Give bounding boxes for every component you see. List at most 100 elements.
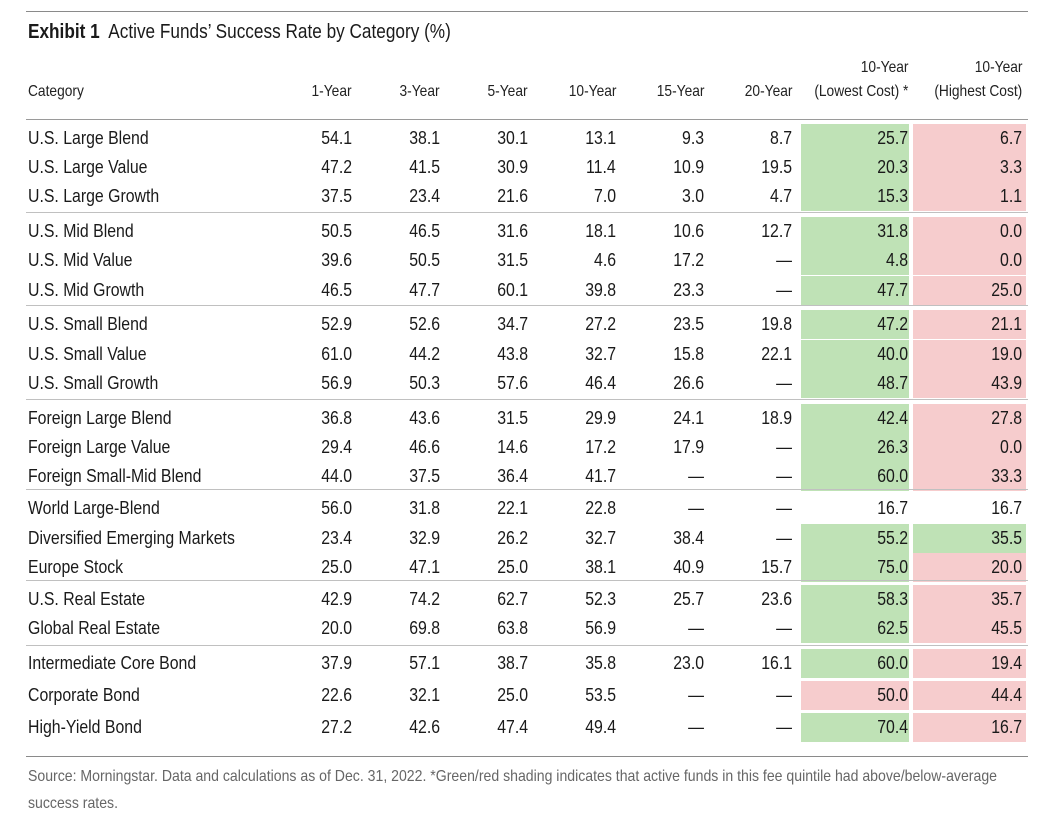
- row-value-text: 35.5: [991, 528, 1022, 548]
- shading-red-highest-cost: [913, 649, 1026, 678]
- column-header-7: (Lowest Cost) *: [748, 80, 908, 104]
- row-value-20-year: 12.7: [702, 218, 792, 244]
- row-category-text: Corporate Bond: [28, 685, 140, 705]
- shading-green-highest-cost: [913, 524, 1026, 553]
- row-category: U.S. Mid Value: [28, 247, 147, 273]
- shading-green-lowest-cost: [801, 649, 909, 678]
- column-header-6: 20-Year: [632, 80, 792, 104]
- row-value-20-year: 18.9: [702, 405, 792, 431]
- row-value--highest-cost-: 1.1: [932, 183, 1022, 209]
- row-value-text: 46.5: [409, 221, 440, 241]
- row-value-5-year: 43.8: [438, 341, 528, 367]
- row-value-text: 56.9: [321, 373, 352, 393]
- row-category: Foreign Large Value: [28, 434, 190, 460]
- row-value-text: 31.5: [497, 250, 528, 270]
- row-value-10-year: 49.4: [526, 714, 616, 740]
- row-value-15-year: 23.3: [614, 277, 704, 303]
- row-value-1-year: 56.9: [262, 370, 352, 396]
- row-value-20-year: 23.6: [702, 586, 792, 612]
- row-value-text: 32.1: [409, 685, 440, 705]
- row-value-10-year: 27.2: [526, 311, 616, 337]
- row-value-text: 0.0: [999, 250, 1022, 270]
- row-value-text: 29.9: [585, 408, 616, 428]
- row-value-text: 17.9: [673, 437, 704, 457]
- row-value-text: 35.8: [585, 653, 616, 673]
- row-value-text: 3.3: [999, 157, 1022, 177]
- row-value-5-year: 14.6: [438, 434, 528, 460]
- row-value-text: 22.1: [761, 344, 792, 364]
- row-value-text: 10.9: [673, 157, 704, 177]
- exhibit-label: Exhibit 1: [28, 21, 100, 43]
- row-value-1-year: 22.6: [262, 682, 352, 708]
- row-category-text: Diversified Emerging Markets: [28, 528, 235, 548]
- column-header-text: 5-Year: [487, 83, 528, 100]
- shading-red-highest-cost: [913, 433, 1026, 462]
- row-value-text: 39.6: [321, 250, 352, 270]
- row-value-text: 11.4: [586, 157, 616, 177]
- row-value-3-year: 74.2: [350, 586, 440, 612]
- row-value-text: 26.3: [877, 437, 908, 457]
- row-value-20-year: 8.7: [702, 125, 792, 151]
- row-value-text: 25.7: [877, 128, 908, 148]
- row-value-text: 33.3: [991, 466, 1022, 486]
- row-value-text: —: [688, 717, 704, 737]
- shading-red-highest-cost: [913, 276, 1026, 305]
- row-value-3-year: 38.1: [350, 125, 440, 151]
- row-value-text: 22.8: [585, 498, 616, 518]
- row-value-20-year: —: [702, 370, 792, 396]
- row-category-text: U.S. Small Blend: [28, 314, 148, 334]
- exhibit-title: Exhibit 1 Active Funds’ Success Rate by C…: [28, 19, 451, 45]
- row-value-text: 62.5: [877, 618, 908, 638]
- shading-red-highest-cost: [913, 217, 1026, 246]
- row-category: U.S. Large Value: [28, 154, 164, 180]
- row-value-15-year: —: [614, 463, 704, 489]
- row-category-text: U.S. Large Growth: [28, 186, 160, 206]
- row-value-5-year: 57.6: [438, 370, 528, 396]
- row-value-15-year: —: [614, 714, 704, 740]
- row-category-text: Foreign Large Value: [28, 437, 171, 457]
- row-value-text: 30.9: [497, 157, 528, 177]
- row-value-text: 41.7: [585, 466, 616, 486]
- row-value-10-year: 11.4: [526, 154, 616, 180]
- row-value-5-year: 30.1: [438, 125, 528, 151]
- row-value--highest-cost-: 16.7: [932, 714, 1022, 740]
- row-value-text: 27.8: [991, 408, 1022, 428]
- row-value-1-year: 39.6: [262, 247, 352, 273]
- row-value-text: 43.8: [497, 344, 528, 364]
- row-category: U.S. Large Growth: [28, 183, 177, 209]
- row-value-1-year: 25.0: [262, 554, 352, 580]
- top-rule: [26, 11, 1028, 12]
- row-category: U.S. Small Blend: [28, 311, 164, 337]
- column-header-text: 10-Year: [860, 59, 908, 76]
- row-value-text: 36.4: [497, 466, 528, 486]
- row-value-text: 14.6: [497, 437, 528, 457]
- shading-red-highest-cost: [913, 246, 1026, 275]
- shading-green-lowest-cost: [801, 614, 909, 643]
- row-value-text: 52.3: [585, 589, 616, 609]
- shading-green-lowest-cost: [801, 124, 909, 153]
- row-category-text: Foreign Small-Mid Blend: [28, 466, 202, 486]
- shading-green-lowest-cost: [801, 524, 909, 553]
- row-value-text: 60.0: [877, 653, 908, 673]
- row-value-1-year: 47.2: [262, 154, 352, 180]
- row-value-3-year: 44.2: [350, 341, 440, 367]
- row-value--highest-cost-: 6.7: [932, 125, 1022, 151]
- row-value-text: —: [688, 685, 704, 705]
- row-value--highest-cost-: 21.1: [932, 311, 1022, 337]
- row-value-text: 25.0: [497, 685, 528, 705]
- row-value-3-year: 46.5: [350, 218, 440, 244]
- row-value-text: 75.0: [877, 557, 908, 577]
- column-header-3: 5-Year: [368, 80, 528, 104]
- group-divider: [26, 580, 1028, 581]
- row-value-text: 16.7: [877, 498, 908, 518]
- row-value-text: 40.9: [673, 557, 704, 577]
- row-category-text: U.S. Mid Growth: [28, 280, 145, 300]
- row-value-3-year: 52.6: [350, 311, 440, 337]
- row-value--highest-cost-: 3.3: [932, 154, 1022, 180]
- row-value--lowest-cost-: 26.3: [818, 434, 908, 460]
- shading-green-lowest-cost: [801, 310, 909, 339]
- row-value-text: 31.6: [497, 221, 528, 241]
- column-header-5: 15-Year: [544, 80, 704, 104]
- row-category: Diversified Emerging Markets: [28, 525, 263, 551]
- row-value-10-year: 4.6: [526, 247, 616, 273]
